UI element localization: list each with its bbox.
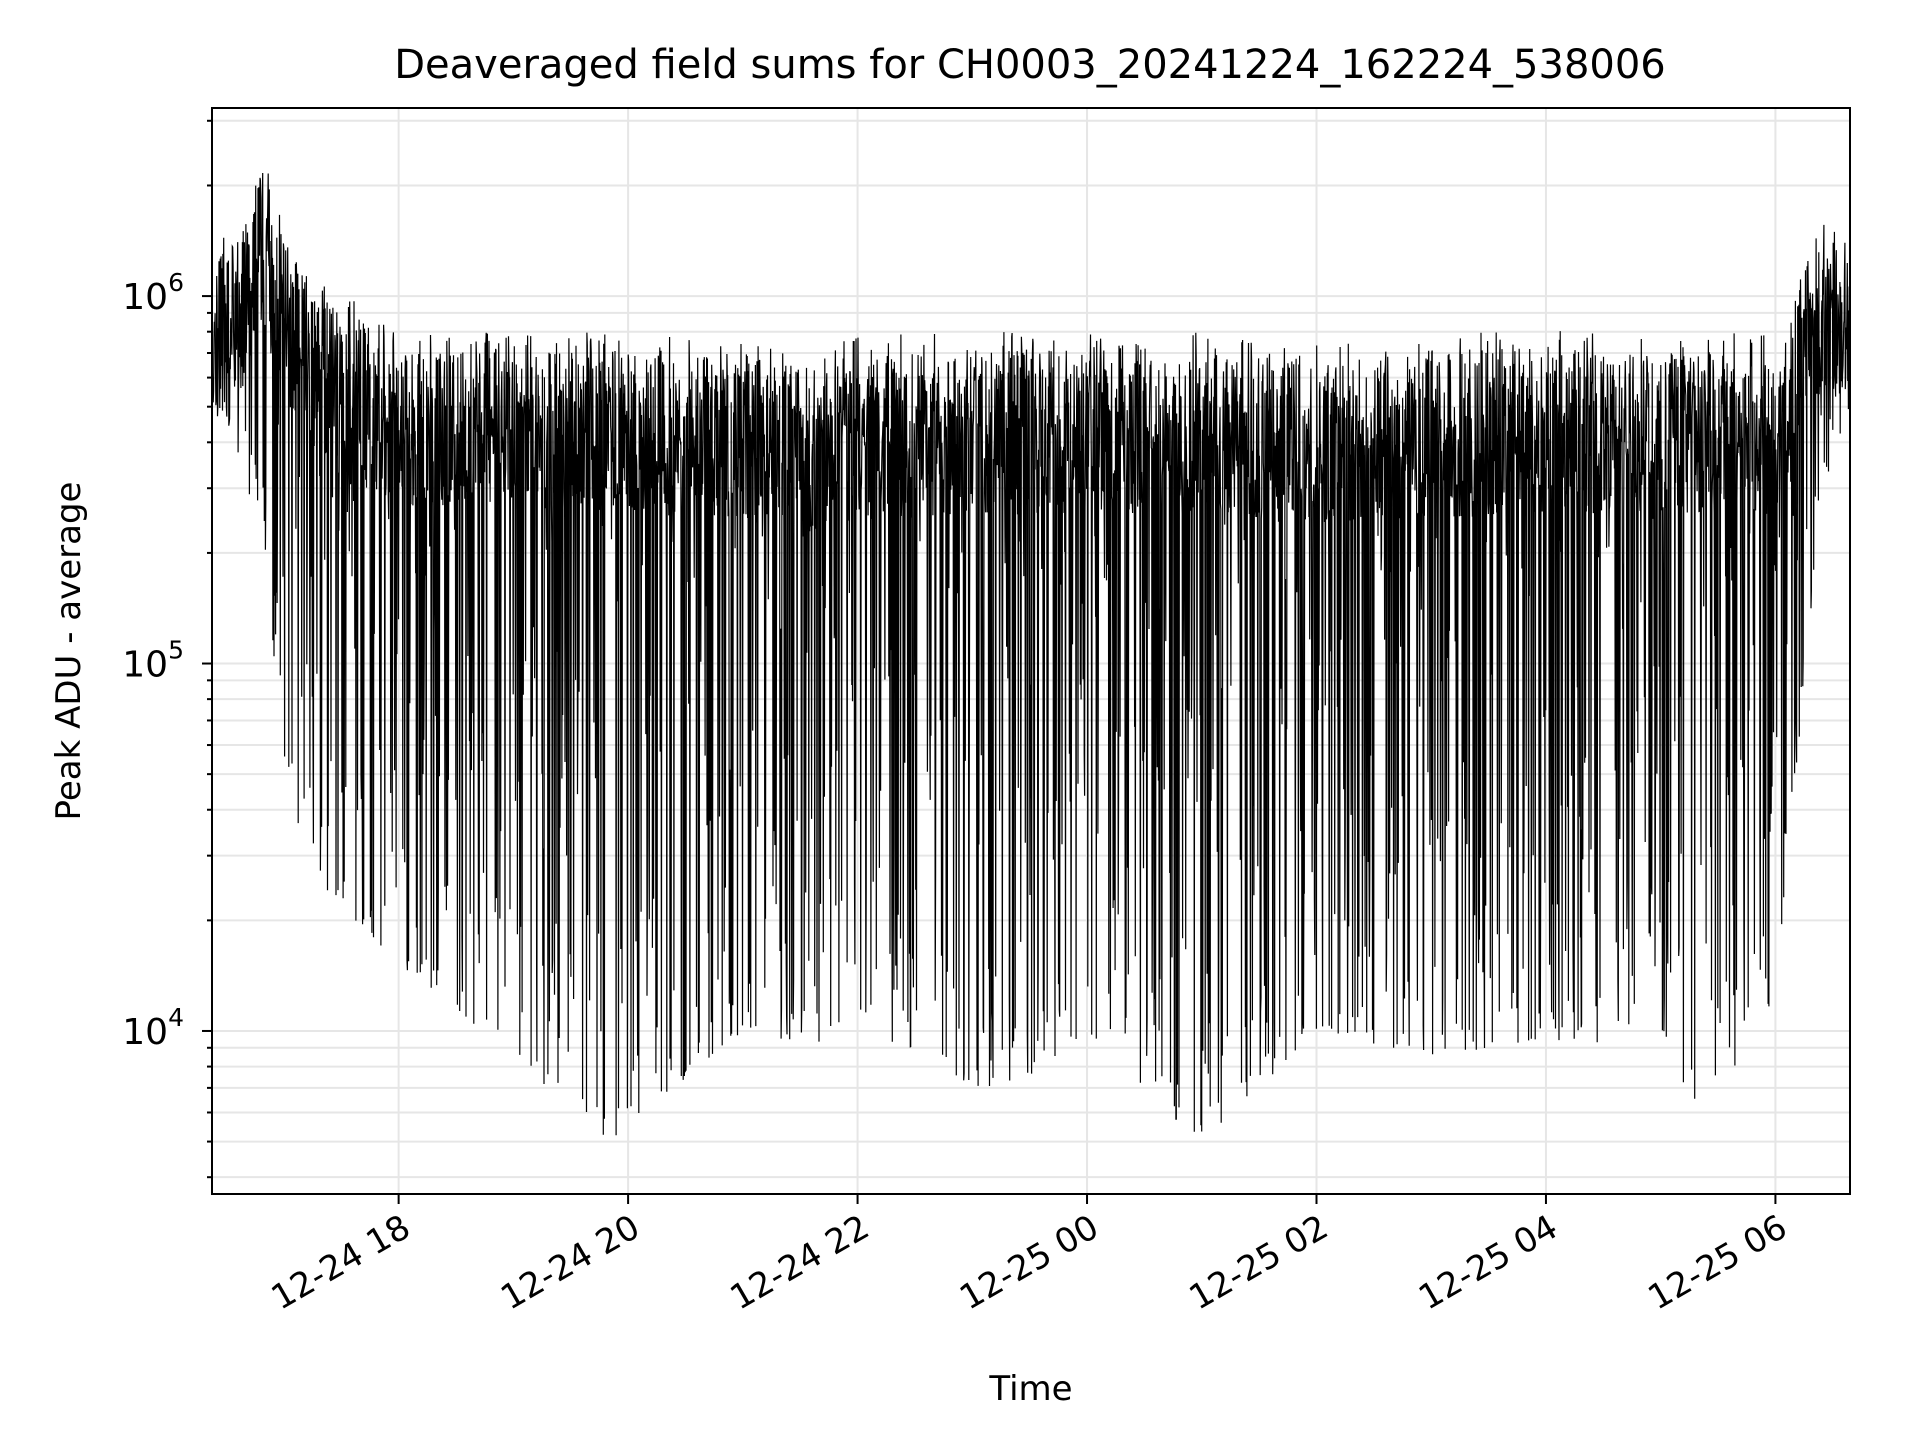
y-axis: 104 105 106 (122, 119, 212, 1179)
y-tick-label: 106 (122, 268, 184, 318)
chart-title: Deaveraged field sums for CH0003_2024122… (394, 42, 1666, 88)
x-axis-label: Time (988, 1369, 1072, 1409)
y-tick-label: 105 (122, 636, 184, 686)
y-tick-label: 104 (122, 1003, 184, 1053)
y-axis-label: Peak ADU - average (49, 482, 89, 821)
series-trace (211, 172, 1851, 1136)
plot-frame (211, 107, 1851, 1195)
series-line (211, 172, 1851, 1136)
